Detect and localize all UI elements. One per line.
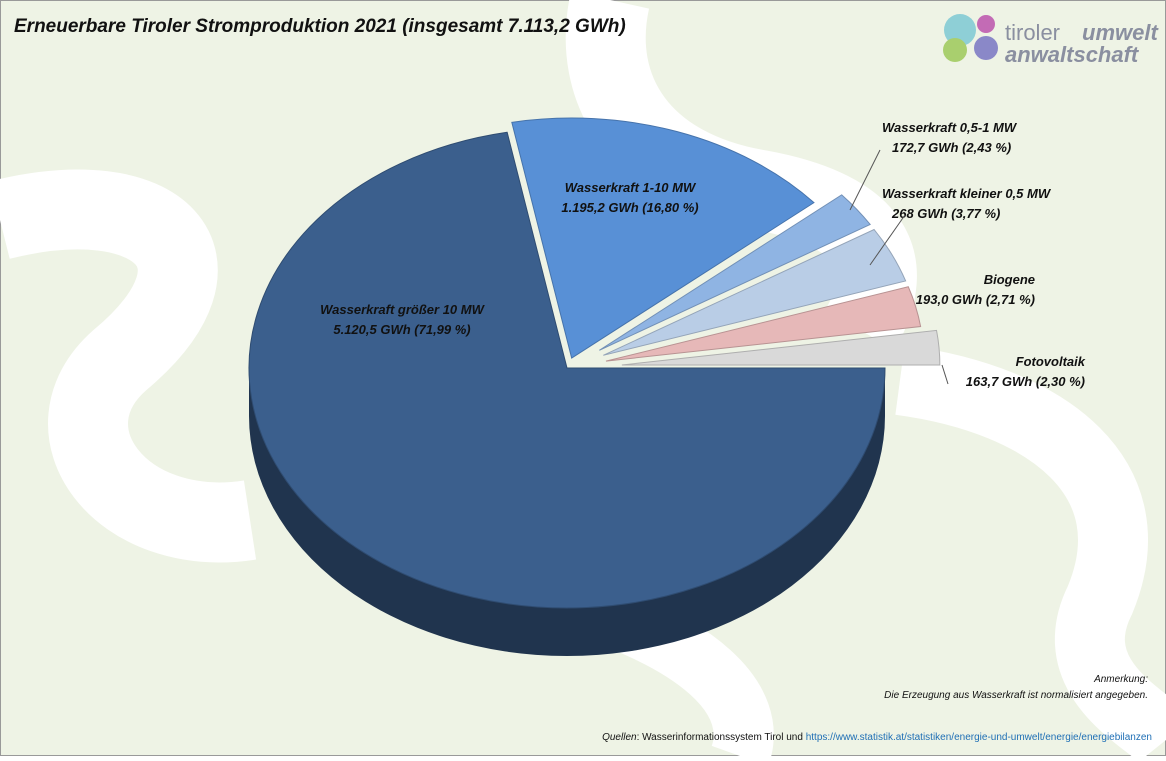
- slice-label: Wasserkraft kleiner 0,5 MW: [882, 186, 1052, 201]
- source-label: Quellen: [602, 732, 637, 743]
- logo-icon: [943, 38, 967, 62]
- slice-label: Wasserkraft 0,5-1 MW: [882, 120, 1018, 135]
- slice: [621, 329, 941, 366]
- pie: Wasserkraft größer 10 MW 5.120,5 GWh (71,…: [248, 117, 1086, 656]
- value-label: 193,0 GWh (2,71 %): [916, 292, 1035, 307]
- decor: [0, 169, 257, 563]
- leader-line: [849, 149, 881, 211]
- slice: [605, 286, 922, 362]
- decor: [895, 345, 1166, 761]
- logo-text: umwelt: [1082, 20, 1159, 45]
- slice: [511, 117, 815, 359]
- value-label: 1.195,2 GWh (16,80 %): [561, 200, 698, 215]
- slice-label: Wasserkraft 1-10 MW: [565, 180, 697, 195]
- logo-text: anwaltschaft: [1005, 42, 1140, 67]
- value-label: 172,7 GWh (2,43 %): [892, 140, 1011, 155]
- slice-side: [249, 368, 885, 656]
- logo-icon: [974, 36, 998, 60]
- value-label: 5.120,5 GWh (71,99 %): [333, 322, 470, 337]
- note-title: Anmerkung:: [1093, 674, 1148, 685]
- slice-label: Biogene: [984, 272, 1035, 287]
- chart-title: Erneuerbare Tiroler Stromproduktion 2021…: [14, 16, 626, 37]
- slice-label: Wasserkraft größer 10 MW: [320, 302, 485, 317]
- logo-text: tiroler: [1005, 20, 1060, 45]
- logo-icon: [977, 15, 995, 33]
- slice: [603, 228, 907, 356]
- source-link[interactable]: https://www.statistik.at/statistiken/ene…: [806, 732, 1152, 743]
- logo: tiroler umwelt anwaltschaft: [943, 14, 1159, 67]
- value-label: 163,7 GWh (2,30 %): [966, 374, 1085, 389]
- leader-line: [941, 364, 949, 385]
- source-text: : Wasserinformationssystem Tirol und: [637, 732, 803, 743]
- slice-label: Fotovoltaik: [1016, 354, 1086, 369]
- slice: [248, 131, 886, 609]
- source: Quellen: Wasserinformationssystem Tirol …: [602, 732, 1152, 743]
- value-label: 268 GWh (3,77 %): [891, 206, 1000, 221]
- leader-line: [869, 214, 906, 266]
- logo-icon: [944, 14, 976, 46]
- note: Die Erzeugung aus Wasserkraft ist normal…: [884, 690, 1148, 701]
- slice: [599, 194, 871, 351]
